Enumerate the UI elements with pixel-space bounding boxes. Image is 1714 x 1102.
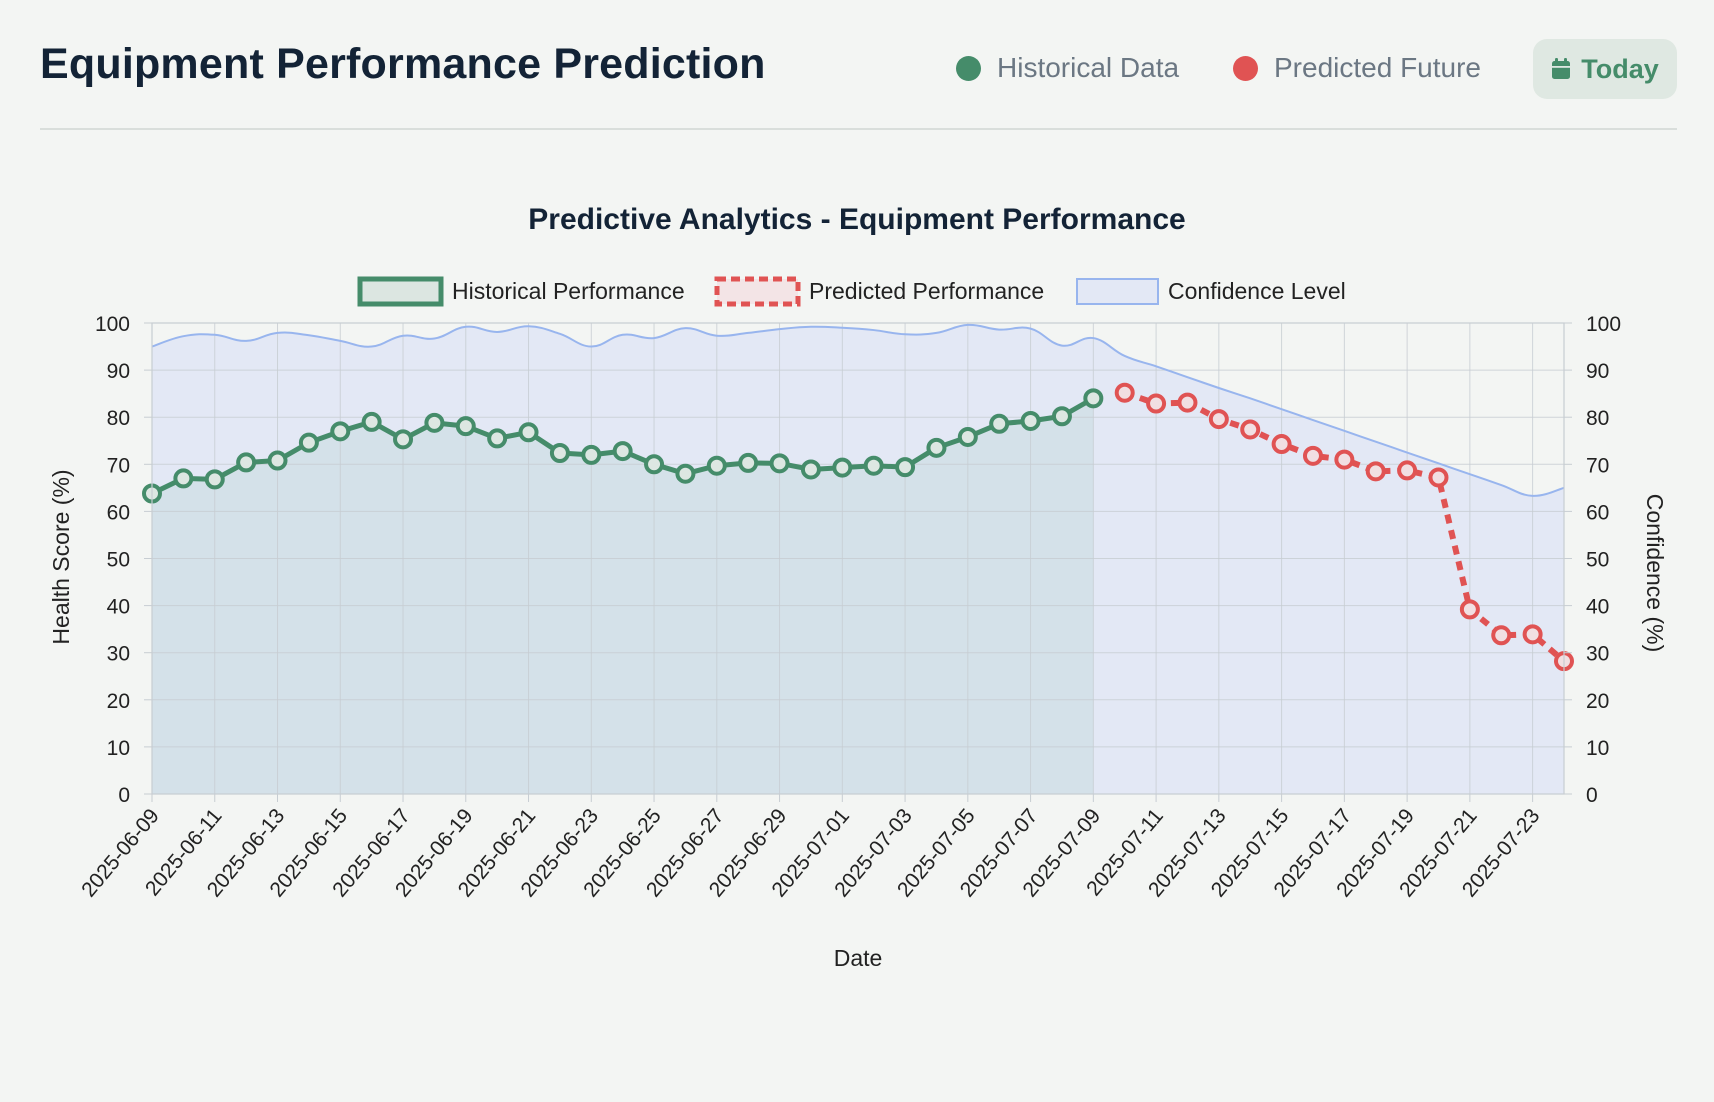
y-tick-label: 60 [107,501,130,524]
predicted-point [1397,460,1418,481]
historical-point [1051,406,1072,427]
plot-area [142,322,1574,795]
predicted-point [1459,599,1480,620]
predicted-point [1208,409,1229,430]
y2-tick-label: 100 [1586,313,1621,336]
historical-point [455,416,476,437]
historical-point [298,432,319,453]
historical-point [581,444,602,465]
y-tick-label: 80 [107,407,130,430]
predicted-point [1365,461,1386,482]
historical-point [1020,410,1041,431]
legend-predicted-swatch [714,276,801,307]
y2-tick-label: 10 [1586,737,1609,760]
historical-point [989,413,1010,434]
today-button[interactable]: Today [1533,39,1677,99]
calendar-icon [1552,58,1571,79]
chart-legend: Historical Performance Predicted Perform… [357,276,1346,307]
legend-historical-performance: Historical Performance [452,278,685,304]
y2-tick-label: 70 [1586,454,1609,477]
today-label: Today [1581,53,1659,84]
predicted-point [1428,467,1449,488]
y2-tick-label: 20 [1586,690,1609,713]
confidence-line [151,323,1565,497]
legend-confidence-swatch [1076,278,1159,305]
historical-point [612,441,633,462]
legend-confidence-level: Confidence Level [1168,278,1346,304]
y2-tick-label: 60 [1586,501,1609,524]
historical-point [173,468,194,489]
y2-tick-label: 80 [1586,407,1609,430]
predicted-dot-icon [1233,55,1258,81]
predicted-point [1271,434,1292,455]
y2-tick-label: 30 [1586,643,1609,666]
x-axis-title: Date [834,945,883,971]
historical-point [769,453,790,474]
legend-predicted-future: Predicted Future [1233,52,1481,84]
predicted-point [1146,393,1167,414]
historical-point [1083,388,1104,409]
y-tick-label: 40 [107,596,130,619]
historical-point [832,457,853,478]
y-axis-title: Health Score (%) [48,469,74,644]
y-tick-label: 70 [107,454,130,477]
historical-point [738,452,759,473]
historical-point [330,421,351,442]
predicted-point [1334,449,1355,470]
legend-historical-swatch [357,276,444,307]
historical-point [926,437,947,458]
legend-historical-data: Historical Data [956,52,1179,84]
y2-tick-label: 40 [1586,596,1609,619]
historical-point [487,428,508,449]
historical-point [644,454,665,475]
historical-point [800,459,821,480]
historical-point [863,455,884,476]
y-tick-label: 20 [107,690,130,713]
y2-tick-label: 90 [1586,360,1609,383]
chart-title: Predictive Analytics - Equipment Perform… [528,203,1185,236]
page-title: Equipment Performance Prediction [40,40,766,88]
historical-point [267,450,288,471]
historical-point [393,429,414,450]
y-tick-label: 50 [107,549,130,572]
y2-axis-title: Confidence (%) [1642,494,1668,653]
historical-point [204,469,225,490]
predicted-point [1114,382,1135,403]
predicted-point [1522,624,1543,645]
predicted-point [1491,625,1512,646]
legend-predicted-label: Predicted Future [1274,52,1481,83]
historical-point [549,442,570,463]
predicted-point [1177,392,1198,413]
y2-tick-label: 50 [1586,549,1609,572]
historical-point [706,455,727,476]
historical-point [518,422,539,443]
predicted-point [1240,419,1261,440]
historical-area [152,398,1094,794]
historical-point [361,411,382,432]
historical-point [675,463,696,484]
y-tick-label: 100 [95,313,130,336]
predicted-point [1302,445,1323,466]
legend-historical-label: Historical Data [997,52,1180,83]
historical-point [895,457,916,478]
y2-tick-label: 0 [1586,784,1598,807]
y-tick-label: 0 [118,784,130,807]
y-tick-label: 30 [107,643,130,666]
y-tick-label: 90 [107,360,130,383]
historical-point [957,426,978,447]
historical-point [236,452,257,473]
header: Equipment Performance Prediction Histori… [40,30,1677,130]
historical-dot-icon [956,55,981,81]
historical-point [424,412,445,433]
legend-predicted-performance: Predicted Performance [809,278,1044,304]
y-tick-label: 10 [107,737,130,760]
